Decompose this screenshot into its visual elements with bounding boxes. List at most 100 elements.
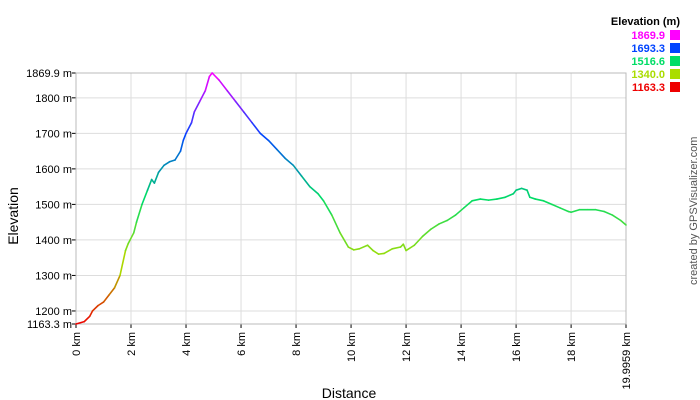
elevation-segment: [463, 200, 473, 209]
elevation-segment: [526, 189, 531, 199]
elevation-segment: [267, 139, 278, 151]
elevation-segment: [520, 187, 528, 191]
x-tick-label: 10 km: [346, 332, 358, 362]
elevation-segment: [242, 111, 253, 124]
x-tick-labels: 0 km 2 km 4 km 6 km 8 km 10 km 12 km 14 km 16 km…: [71, 332, 633, 389]
elevation-segment: [377, 252, 385, 255]
elevation-segment: [353, 247, 361, 251]
legend-swatch: [670, 30, 680, 40]
elevation-segment: [292, 164, 303, 177]
x-axis-title: Distance: [322, 385, 377, 400]
elevation-segment: [366, 244, 374, 252]
x-tick-label: 12 km: [401, 332, 413, 362]
legend-title: Elevation (m): [611, 16, 680, 28]
elevation-segment: [529, 196, 537, 200]
legend-value: 1340.0: [631, 69, 665, 81]
elevation-segment: [611, 214, 622, 222]
elevation-segment: [91, 304, 99, 312]
elevation-segment: [135, 203, 143, 223]
elevation-segment: [234, 100, 245, 113]
elevation-segment: [372, 249, 380, 255]
legend-swatch: [670, 56, 680, 66]
elevation-segment: [542, 200, 553, 206]
elevation-segment: [454, 207, 465, 216]
elevation-segment: [83, 315, 91, 323]
elevation-segment: [430, 223, 440, 231]
elevation-segment: [226, 89, 237, 103]
elevation-segment: [75, 320, 86, 325]
legend: Elevation (m) 1869.91693.31516.61340.011…: [611, 16, 680, 94]
y-tick-label: 1300 m: [35, 270, 72, 282]
y-tick-label: 1500 m: [35, 199, 72, 211]
elevation-segment: [141, 189, 149, 206]
y-tick-label: 1869.9 m: [26, 68, 72, 80]
elevation-segment: [496, 196, 506, 200]
elevation-segment: [308, 185, 319, 195]
elevation-segment: [300, 175, 311, 188]
elevation-segment: [339, 232, 350, 248]
elevation-segment: [275, 148, 286, 160]
x-tick-label: 19.9959 km: [621, 332, 633, 389]
elevation-segment: [402, 243, 407, 252]
elevation-line: [75, 72, 627, 325]
elevation-segment: [127, 232, 135, 245]
elevation-segment: [153, 171, 160, 184]
elevation-segment: [132, 221, 138, 234]
elevation-segment: [163, 160, 171, 167]
elevation-segment: [88, 310, 94, 318]
elevation-segment: [179, 139, 185, 152]
elevation-segment: [471, 198, 482, 202]
plot-frame: [75, 72, 627, 325]
elevation-segment: [534, 198, 545, 202]
legend-value: 1516.6: [631, 56, 665, 68]
elevation-segment: [198, 89, 207, 103]
credit-text: created by GPSVisualizer.com: [688, 137, 700, 285]
y-tick-label: 1163.3 m: [27, 319, 72, 331]
elevation-segment: [570, 208, 581, 214]
y-tick-label: 1600 m: [35, 164, 72, 176]
elevation-segment: [190, 111, 196, 124]
x-tick-label: 0 km: [71, 332, 83, 356]
elevation-segment: [119, 249, 127, 277]
x-tick-label: 4 km: [181, 332, 193, 356]
x-tick-label: 16 km: [511, 332, 523, 362]
elevation-segment: [168, 159, 176, 163]
x-tick-label: 8 km: [291, 332, 303, 356]
legend-swatch: [670, 69, 680, 79]
elevation-segment: [113, 274, 121, 289]
elevation-segment: [391, 246, 402, 250]
legend-swatch: [670, 43, 680, 53]
elevation-segment: [211, 72, 220, 81]
elevation-segment: [446, 214, 457, 222]
elevation-segment: [551, 203, 561, 209]
elevation-segment: [284, 157, 295, 167]
elevation-segment: [218, 79, 229, 92]
elevation-segment: [102, 294, 110, 303]
legend-swatch: [670, 82, 680, 92]
legend-value: 1163.3: [632, 82, 665, 94]
y-tick-label: 1200 m: [35, 306, 72, 318]
elevation-segment: [595, 208, 605, 213]
elevation-segment: [185, 121, 193, 135]
elevation-segment: [479, 198, 490, 201]
elevation-segment: [421, 228, 432, 238]
elevation-segment: [347, 246, 355, 251]
elevation-segment: [251, 121, 262, 135]
elevation-segment: [204, 75, 211, 92]
elevation-segment: [504, 192, 515, 199]
elevation-segment: [157, 164, 165, 174]
elevation-segment: [487, 198, 498, 201]
elevation-segment: [438, 219, 449, 225]
y-axis-title: Elevation: [5, 187, 21, 245]
legend-value: 1869.9: [631, 30, 665, 42]
elevation-segment: [603, 210, 614, 216]
y-tick-label: 1400 m: [35, 235, 72, 247]
elevation-segment: [413, 235, 424, 247]
elevation-segment: [322, 200, 333, 216]
elevation-segment: [146, 178, 153, 191]
elevation-segment: [559, 207, 570, 213]
elevation-segment: [515, 187, 523, 191]
elevation-segment: [259, 132, 270, 142]
legend-value: 1693.3: [631, 43, 665, 55]
